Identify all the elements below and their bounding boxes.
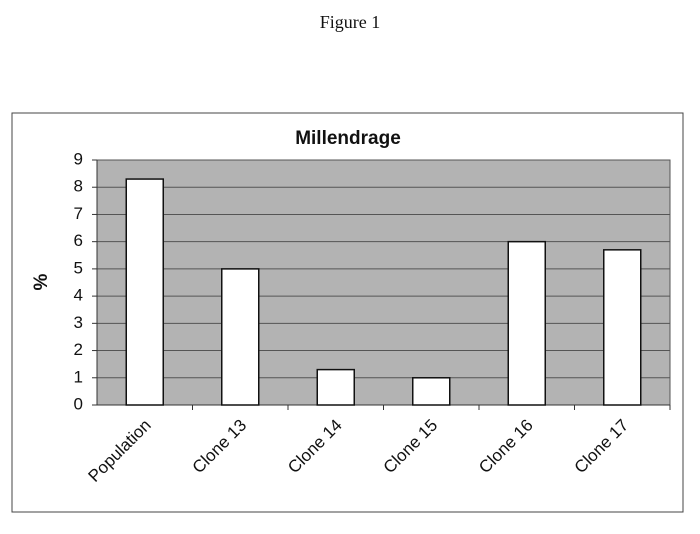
y-tick-label: 9 — [74, 149, 83, 168]
y-tick-label: 0 — [74, 394, 83, 413]
bar — [125, 178, 164, 406]
figure-label: Figure 1 — [320, 12, 381, 32]
y-tick-label: 3 — [74, 313, 83, 332]
y-axis-label: % — [31, 273, 52, 290]
bar — [412, 377, 451, 406]
bar — [603, 249, 642, 406]
y-tick-label: 5 — [74, 258, 83, 277]
y-tick-label: 4 — [74, 286, 83, 305]
y-tick-label: 2 — [74, 340, 83, 359]
bar — [221, 268, 260, 406]
bar — [316, 368, 355, 406]
y-tick-label: 6 — [74, 231, 83, 250]
bar — [507, 240, 546, 406]
chart-title: Millendrage — [295, 128, 401, 149]
y-tick-label: 1 — [74, 367, 83, 386]
y-tick-label: 8 — [74, 177, 83, 196]
plot-area — [96, 159, 671, 406]
y-tick-label: 7 — [74, 204, 83, 223]
